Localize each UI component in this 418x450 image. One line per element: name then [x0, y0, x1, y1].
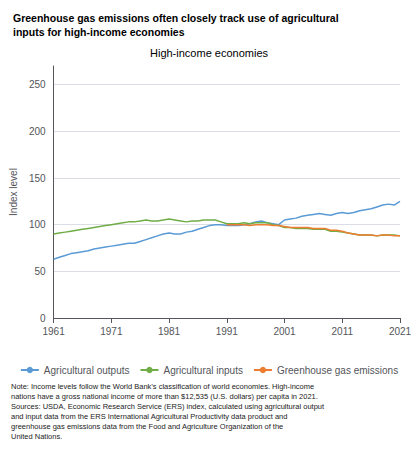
- svg-text:2021: 2021: [389, 326, 412, 337]
- svg-text:Greenhouse gas emissions: Greenhouse gas emissions: [277, 365, 398, 376]
- svg-text:1991: 1991: [216, 326, 239, 337]
- svg-text:0: 0: [40, 313, 46, 324]
- svg-text:2011: 2011: [332, 326, 354, 337]
- svg-text:Agricultural outputs: Agricultural outputs: [44, 365, 130, 376]
- svg-text:inputs for high-income economi: inputs for high-income economies: [13, 26, 185, 38]
- svg-text:United Nations.: United Nations.: [11, 432, 62, 441]
- svg-text:2001: 2001: [273, 326, 296, 337]
- svg-text:1961: 1961: [42, 326, 65, 337]
- svg-text:Note: Income levels follow the: Note: Income levels follow the World Ban…: [11, 382, 314, 391]
- svg-text:greenhouse gas emissions data: greenhouse gas emissions data from the F…: [11, 422, 283, 431]
- svg-text:Index level: Index level: [8, 168, 19, 216]
- svg-text:1971: 1971: [100, 326, 123, 337]
- svg-text:200: 200: [29, 126, 46, 137]
- svg-text:100: 100: [29, 219, 46, 230]
- svg-text:and input data from the ERS In: and input data from the ERS Internationa…: [11, 412, 287, 421]
- svg-text:High-income economies: High-income economies: [150, 47, 268, 59]
- svg-text:Agricultural inputs: Agricultural inputs: [163, 365, 242, 376]
- svg-text:Greenhouse gas emissions often: Greenhouse gas emissions often closely t…: [13, 12, 339, 24]
- svg-text:nations have a gross national: nations have a gross national income of …: [11, 392, 318, 401]
- svg-text:150: 150: [29, 173, 46, 184]
- svg-text:Sources: USDA, Economic Resear: Sources: USDA, Economic Research Service…: [11, 402, 325, 411]
- svg-text:1981: 1981: [158, 326, 181, 337]
- svg-text:250: 250: [29, 79, 46, 90]
- svg-text:50: 50: [34, 266, 46, 277]
